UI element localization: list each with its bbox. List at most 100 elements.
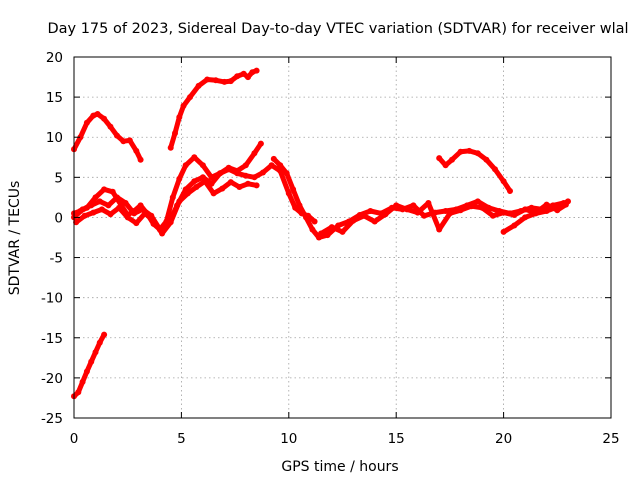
data-point	[296, 202, 303, 209]
series-arc-6	[73, 178, 260, 236]
data-point	[141, 210, 148, 217]
data-point	[234, 73, 241, 80]
data-point	[126, 137, 133, 144]
data-point	[109, 188, 116, 195]
series-layer	[71, 67, 571, 400]
data-point	[240, 70, 247, 77]
data-point	[403, 206, 410, 213]
data-point	[245, 180, 251, 187]
data-point	[522, 214, 529, 221]
data-point	[511, 222, 518, 229]
grid-layer	[74, 57, 611, 418]
data-point	[131, 210, 138, 217]
data-point	[114, 132, 120, 139]
data-point	[96, 198, 103, 205]
x-axis-label: GPS time / hours	[281, 459, 398, 475]
data-point	[283, 170, 290, 177]
data-point	[199, 162, 206, 169]
plot-frame	[73, 56, 612, 419]
data-point	[234, 170, 241, 177]
data-point	[311, 218, 318, 225]
data-point	[212, 77, 219, 84]
data-point	[114, 194, 120, 201]
data-point	[81, 212, 88, 219]
x-tick-label: 10	[280, 431, 297, 447]
data-point	[554, 204, 561, 210]
y-tick-label: -5	[50, 251, 63, 267]
data-point	[107, 211, 114, 218]
data-point	[436, 226, 443, 233]
x-tick-label: 5	[177, 431, 186, 447]
data-point	[522, 206, 529, 213]
data-point	[318, 230, 324, 237]
data-point	[88, 358, 95, 365]
data-point	[184, 190, 191, 197]
data-point	[124, 214, 131, 221]
data-point	[251, 150, 258, 157]
y-axis-label: SDTVAR / TECUs	[7, 181, 23, 296]
data-point	[167, 219, 174, 226]
data-point	[107, 123, 114, 130]
x-tick-label: 15	[388, 431, 405, 447]
data-point	[500, 228, 507, 235]
data-point	[172, 130, 178, 137]
data-point	[217, 170, 224, 177]
data-point	[94, 111, 101, 117]
data-point	[565, 198, 571, 205]
data-point	[479, 204, 486, 211]
data-point	[371, 218, 378, 225]
data-point	[492, 166, 498, 173]
data-point	[285, 190, 292, 197]
data-point	[421, 212, 428, 219]
data-point	[210, 190, 217, 197]
data-point	[474, 150, 481, 157]
data-point	[309, 226, 316, 233]
data-point	[436, 155, 443, 162]
chart-title: Day 175 of 2023, Sidereal Day-to-day VTE…	[47, 21, 628, 37]
data-point	[191, 178, 198, 185]
data-point	[242, 162, 249, 169]
y-tick-label: 20	[46, 50, 63, 66]
data-point	[410, 202, 417, 209]
y-tick-label: -25	[41, 411, 63, 427]
data-point	[191, 154, 198, 161]
data-point	[242, 172, 249, 179]
data-point	[133, 220, 140, 227]
y-tick-label: -15	[41, 331, 63, 347]
data-point	[260, 169, 266, 176]
data-point	[253, 67, 260, 74]
data-point	[511, 212, 518, 218]
data-point	[79, 206, 86, 213]
data-point	[270, 155, 277, 162]
data-point	[195, 82, 202, 89]
data-point	[543, 208, 550, 214]
data-point	[88, 202, 95, 209]
data-point	[176, 114, 183, 121]
data-point	[468, 203, 475, 210]
x-tick-label: 25	[602, 431, 619, 447]
data-point	[449, 156, 455, 163]
data-point	[532, 210, 539, 217]
y-tick-label: 5	[54, 170, 63, 186]
data-point	[221, 78, 228, 85]
series-arc-9	[436, 148, 513, 194]
y-tick-label: 0	[54, 210, 63, 226]
data-point	[169, 194, 176, 201]
data-point	[446, 210, 453, 217]
data-point	[466, 147, 473, 154]
data-point	[176, 198, 183, 205]
data-point	[251, 174, 258, 181]
y-tick-label: -20	[41, 371, 63, 387]
data-point	[425, 200, 432, 206]
data-point	[92, 194, 99, 201]
data-point	[204, 76, 211, 83]
series-arc-7	[271, 156, 567, 240]
data-point	[98, 206, 105, 213]
data-point	[303, 214, 309, 221]
data-point	[277, 162, 284, 169]
data-point	[328, 224, 335, 231]
data-point	[442, 162, 449, 169]
data-point	[245, 74, 251, 81]
y-tick-label: -10	[41, 291, 63, 307]
